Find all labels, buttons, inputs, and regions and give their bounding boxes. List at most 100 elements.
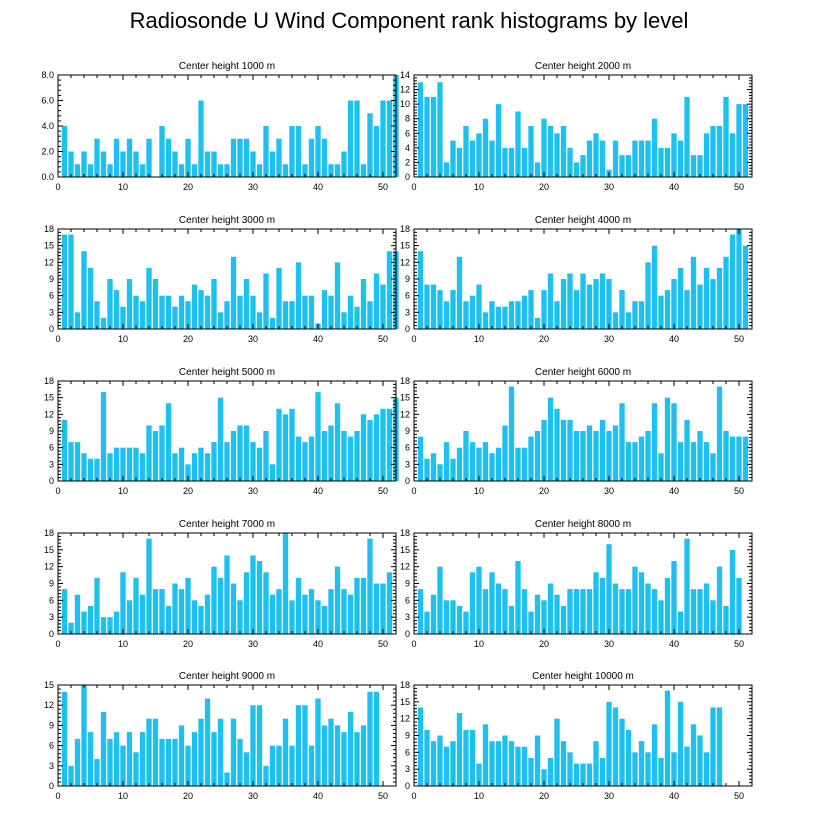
panel-title: Center height 4000 m [535,215,631,226]
x-tick-label: 40 [669,639,679,649]
histogram-bar [120,447,126,481]
histogram-bar [489,301,495,329]
histogram-bar [424,458,430,481]
y-tick-label: 6 [405,595,410,605]
histogram-bar [321,605,328,634]
histogram-bar [360,279,367,329]
histogram-bar [74,312,81,329]
histogram-bar [586,284,593,329]
y-tick-label: 12 [400,85,410,95]
y-tick-label: 18 [44,224,54,234]
page-title: Radiosonde U Wind Component rank histogr… [129,8,689,33]
x-tick-label: 40 [313,334,323,344]
histogram-bar [360,725,367,786]
histogram-bar [528,757,534,786]
x-tick-label: 20 [539,791,549,801]
histogram-bar [632,752,638,786]
histogram-bar [690,724,697,786]
histogram-bar [334,403,341,481]
x-tick-label: 10 [118,334,128,344]
histogram-bar [612,140,619,177]
histogram-bar [632,442,638,481]
histogram-bar [443,301,450,329]
histogram-bar [736,577,742,634]
histogram-bar [534,162,541,177]
y-tick-label: 0 [49,781,54,791]
histogram-bar [424,729,430,786]
histogram-bar [547,273,554,329]
histogram-bar [677,267,684,329]
histogram-bar [424,96,430,177]
histogram-bar [87,267,94,329]
histogram-bar [126,600,133,634]
histogram-bar [354,306,360,329]
histogram-bar [599,419,606,481]
x-tick-label: 20 [539,182,549,192]
histogram-bar [68,622,74,634]
histogram-bar [185,577,191,634]
histogram-bar [586,589,593,634]
histogram-bar [560,126,567,177]
x-tick-label: 30 [604,334,614,344]
histogram-bar [269,317,276,329]
histogram-bar [495,306,502,329]
y-tick-label: 3 [49,612,54,622]
histogram-bar [534,431,541,481]
histogram-bar [302,295,308,329]
histogram-bar [489,741,495,786]
x-tick-label: 0 [411,182,416,192]
histogram-bar [450,600,456,634]
histogram-bar [243,425,250,481]
histogram-bar [185,138,191,177]
histogram-bar [482,312,489,329]
histogram-bar [638,140,645,177]
histogram-bar [424,611,430,634]
histogram-bar [230,718,237,786]
panel-title: Center height 9000 m [179,671,275,682]
histogram-bar [521,447,528,481]
histogram-bar [703,583,710,634]
histogram-bar [178,589,185,634]
histogram-bar [217,577,224,634]
histogram-bar [586,763,593,786]
histogram-bar [521,295,528,329]
histogram-bar [334,725,341,786]
histogram-bar [204,151,211,177]
histogram-bar [107,279,113,329]
histogram-bar [224,555,230,634]
histogram-bar [276,745,282,786]
histogram-bar [94,759,100,786]
histogram-bar [360,414,367,481]
histogram-bar [94,577,100,634]
histogram-bar [534,317,541,329]
histogram-bar [573,763,580,786]
histogram-bar [469,140,476,177]
histogram-bar [567,589,573,634]
x-tick-label: 50 [734,639,744,649]
histogram-bar [612,707,619,786]
histogram-bar [651,403,658,481]
histogram-bar [554,408,560,481]
histogram-bar [580,431,586,481]
histogram-bar [308,436,315,481]
histogram-bar [211,732,217,786]
histogram-bar [334,566,341,634]
histogram-bar [612,312,619,329]
y-tick-label: 3 [49,459,54,469]
y-tick-label: 9 [405,731,410,741]
histogram-bar [373,414,380,481]
histogram-bar [638,741,645,786]
histogram-bar [502,735,508,786]
histogram-bar [716,386,723,481]
histogram-bar [456,256,463,329]
panel-title: Center height 10000 m [532,671,634,682]
histogram-bar [606,279,612,329]
histogram-bar [217,397,224,481]
histogram-bar [191,284,198,329]
histogram-bar [638,572,645,634]
histogram-bar [165,738,172,786]
histogram-bar [74,738,81,786]
histogram-bar [742,104,749,177]
y-tick-label: 15 [400,241,410,251]
histogram-bar [541,600,547,634]
